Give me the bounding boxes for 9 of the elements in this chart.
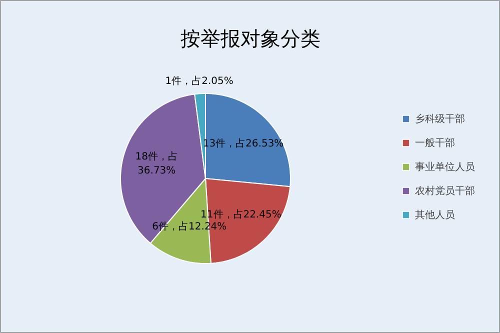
- legend-label: 乡科级干部: [415, 112, 465, 126]
- data-label: 11件，占22.45%: [200, 208, 282, 221]
- legend-label: 其他人员: [415, 208, 455, 222]
- legend-label: 事业单位人员: [415, 160, 475, 174]
- legend-label: 一般干部: [415, 136, 455, 150]
- data-label: 18件，占36.73%: [135, 150, 178, 176]
- legend-label: 农村党员干部: [415, 184, 475, 198]
- chart-title: 按举报对象分类: [180, 26, 320, 50]
- data-label: 1件，占2.05%: [165, 75, 234, 88]
